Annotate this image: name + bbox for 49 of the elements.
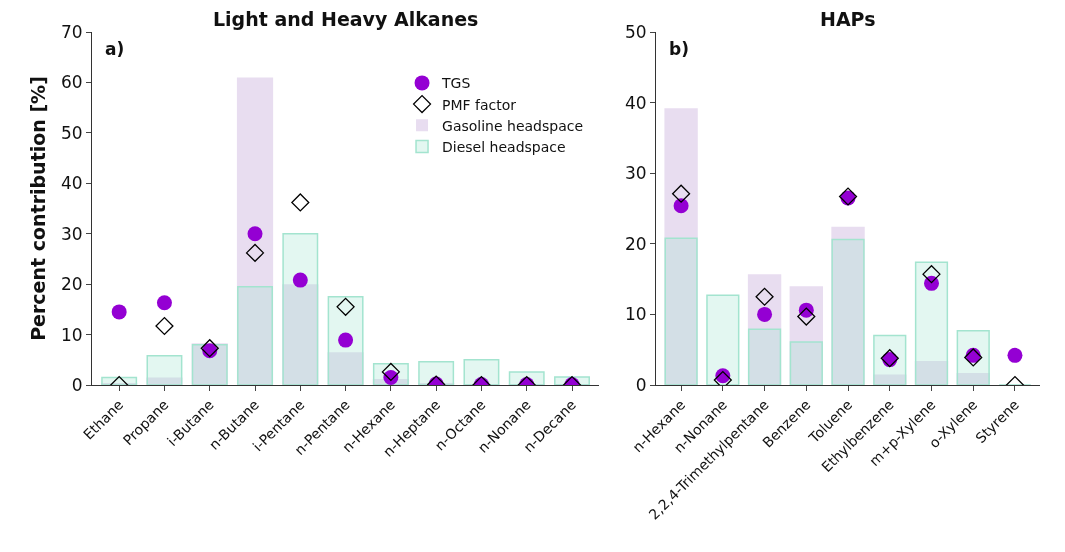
legend-label: TGS <box>441 75 471 92</box>
bar <box>282 232 319 385</box>
point <box>797 307 816 326</box>
y-tick-label: 30 <box>60 223 83 244</box>
y-tick-label: 60 <box>60 72 83 93</box>
bar <box>236 77 274 385</box>
bar <box>146 355 183 385</box>
bar <box>146 377 183 385</box>
point <box>673 198 689 214</box>
y-tick-label: 20 <box>60 274 83 295</box>
y-tick-label: 0 <box>635 374 647 395</box>
bar <box>664 108 698 385</box>
annotation: b) <box>669 39 689 59</box>
bar <box>873 374 907 385</box>
annotation: a) <box>105 39 125 59</box>
bar <box>282 284 319 385</box>
y-tick-label: 50 <box>60 122 83 143</box>
bar <box>914 361 949 385</box>
chart-title: Light and Heavy Alkanes <box>213 8 479 30</box>
point <box>757 306 773 322</box>
y-tick-label: 10 <box>625 304 647 325</box>
chart-title: HAPs <box>820 8 876 30</box>
y-tick-label: 30 <box>625 163 647 184</box>
y-tick-label: 50 <box>625 21 647 42</box>
bar <box>956 373 990 385</box>
y-tick-label: 20 <box>625 233 647 254</box>
y-tick-label: 10 <box>60 324 83 345</box>
bar <box>706 294 740 385</box>
bar <box>747 328 782 385</box>
point <box>672 184 691 203</box>
point <box>755 287 774 306</box>
bar <box>789 286 823 385</box>
bar <box>237 285 273 385</box>
bar <box>747 274 782 385</box>
legend-label: PMF factor <box>442 96 517 113</box>
point <box>1007 347 1023 363</box>
y-tick-label: 40 <box>60 173 83 194</box>
y-tick-label: 0 <box>71 374 83 395</box>
legend-label: Diesel headspace <box>442 138 566 155</box>
legend-label: Gasoline headspace <box>442 117 584 134</box>
bar <box>789 341 823 385</box>
y-axis-title: Percent contribution [%] <box>26 76 49 341</box>
bar <box>327 296 364 385</box>
y-tick-label: 70 <box>60 21 83 42</box>
bar <box>327 352 364 385</box>
y-tick-label: 40 <box>625 92 647 113</box>
point <box>922 265 941 284</box>
bar <box>664 237 698 385</box>
bar <box>914 261 949 385</box>
